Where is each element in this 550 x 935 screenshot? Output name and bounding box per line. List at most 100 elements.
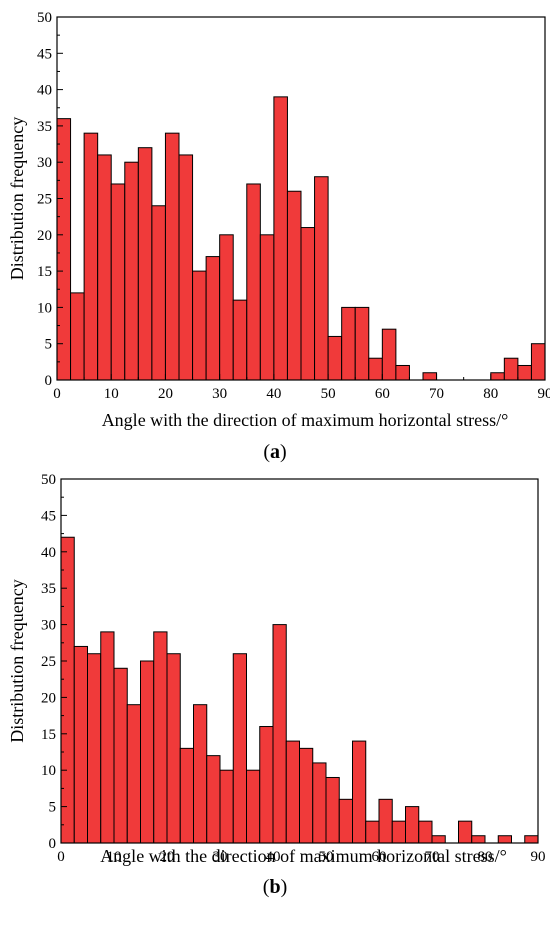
histogram-bar (70, 292, 85, 381)
y-tick-label: 5 (49, 800, 57, 816)
x-tick-label: 30 (212, 386, 227, 402)
histogram-bar (192, 270, 207, 381)
y-tick-label: 20 (41, 690, 56, 706)
x-tick-label: 40 (266, 386, 281, 402)
x-tick-label: 80 (483, 386, 498, 402)
histogram-bar (153, 631, 168, 844)
histogram-bar (137, 147, 153, 381)
panel-label: (a) (263, 441, 286, 463)
x-tick-label: 0 (57, 849, 65, 865)
histogram-bar (178, 154, 194, 381)
histogram-bar (285, 740, 300, 844)
y-tick-label: 20 (37, 228, 52, 244)
histogram-bar (341, 306, 356, 381)
histogram-bar (126, 704, 141, 844)
x-tick-label: 40 (266, 849, 281, 865)
y-tick-label: 5 (45, 337, 53, 353)
y-tick-label: 10 (37, 300, 52, 316)
histogram-bar (365, 820, 380, 844)
histogram-bar (368, 357, 383, 381)
histogram-bar (87, 653, 102, 844)
histogram-bar (56, 118, 72, 381)
histogram-bar (232, 653, 247, 844)
histogram-bar (381, 328, 397, 381)
histogram-bar (73, 645, 88, 844)
histogram-bar (503, 357, 519, 381)
histogram-bar (179, 747, 194, 844)
histogram-bar (325, 776, 340, 844)
histogram-bar (166, 653, 181, 844)
y-tick-label: 50 (37, 10, 52, 26)
histogram-bar (471, 835, 486, 844)
histogram-bar (299, 747, 314, 844)
histogram-bar (97, 154, 112, 381)
x-tick-label: 60 (372, 849, 387, 865)
histogram-bar (405, 806, 420, 844)
x-tick-label: 20 (160, 849, 175, 865)
histogram-bar (354, 306, 370, 381)
histogram-bar (272, 624, 287, 844)
histogram-bar (100, 631, 115, 844)
x-axis-title: Angle with the direction of maximum hori… (102, 410, 509, 430)
histogram-bar (300, 227, 316, 381)
x-axis-title: Angle with the direction of maximum hori… (100, 846, 507, 866)
histogram-bar (219, 769, 234, 844)
histogram-bar (140, 660, 155, 844)
y-tick-label: 15 (41, 727, 56, 743)
histogram-bar (273, 96, 288, 381)
y-tick-label: 25 (37, 192, 52, 208)
histogram-bar (352, 740, 367, 844)
histogram-bar (124, 161, 139, 381)
x-tick-label: 0 (53, 386, 61, 402)
histogram-bar (418, 820, 433, 844)
y-tick-label: 0 (45, 373, 53, 389)
x-tick-label: 90 (538, 386, 550, 402)
histogram-bar (524, 835, 539, 844)
y-tick-label: 35 (37, 119, 52, 135)
histogram-bar (205, 256, 221, 381)
x-tick-label: 90 (531, 849, 546, 865)
x-tick-label: 70 (429, 386, 444, 402)
x-tick-label: 20 (158, 386, 173, 402)
y-tick-label: 0 (49, 836, 57, 852)
histogram-bar (164, 132, 180, 381)
histogram-bar (206, 755, 221, 844)
histogram-bar (391, 820, 406, 844)
histogram-bar (530, 343, 546, 381)
histogram-bar (378, 798, 393, 844)
y-tick-label: 30 (41, 618, 56, 634)
y-tick-label: 30 (37, 155, 52, 171)
histogram-bar (431, 835, 446, 844)
histogram-bar (517, 364, 532, 381)
x-tick-label: 60 (375, 386, 390, 402)
histogram-bar (83, 132, 99, 381)
x-tick-label: 70 (425, 849, 440, 865)
histogram-bar (338, 798, 353, 844)
x-tick-label: 50 (319, 849, 334, 865)
y-tick-label: 45 (41, 508, 56, 524)
chart-panel-a: 0 10 20 30 40 50 60 70 80 90 0 5 10 15 20 25 30 35 40 45 50 A… (7, 10, 550, 463)
y-axis-title: Distribution frequency (7, 117, 27, 280)
histogram-bar (286, 190, 302, 381)
y-tick-label: 40 (41, 545, 56, 561)
histogram-bar (246, 183, 261, 381)
histogram-bar (497, 835, 512, 844)
y-tick-label: 10 (41, 763, 56, 779)
histogram-bar (327, 335, 343, 381)
histogram-bar (113, 667, 128, 844)
histogram-bar (422, 372, 438, 381)
histogram-bar (314, 176, 329, 381)
histogram-bar (60, 536, 75, 844)
histogram-bar (259, 234, 275, 381)
x-tick-label: 10 (107, 849, 122, 865)
y-axis-title: Distribution frequency (7, 579, 27, 742)
histogram-bar (259, 726, 274, 844)
histogram-bar (193, 704, 208, 844)
histogram-bar (458, 820, 473, 844)
histogram-bar (151, 205, 166, 381)
panel-label: (b) (263, 876, 287, 898)
chart-panel-b: 0 10 20 30 40 50 60 70 80 9005101520253035404550A… (7, 472, 546, 898)
y-tick-label: 15 (37, 264, 52, 280)
y-tick-label: 35 (41, 581, 56, 597)
